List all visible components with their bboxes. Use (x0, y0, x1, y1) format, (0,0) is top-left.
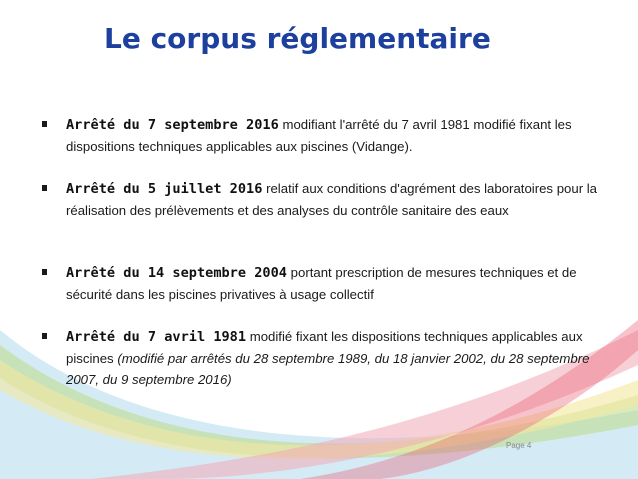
ribbon-pink (90, 330, 638, 479)
slide-title: Le corpus réglementaire (104, 22, 491, 55)
regulation-reference: Arrêté du 14 septembre 2004 (66, 265, 287, 281)
page-number: Page 4 (506, 441, 532, 450)
square-bullet-icon (42, 121, 47, 127)
regulation-reference: Arrêté du 7 septembre 2016 (66, 117, 279, 133)
regulation-item: Arrêté du 5 juillet 2016 relatif aux con… (40, 178, 626, 221)
ribbon-yellow (0, 360, 638, 459)
square-bullet-icon (42, 269, 47, 275)
regulation-description: relatif aux conditions d'agrément des la… (66, 181, 598, 218)
regulation-description: modifié fixant les dispositions techniqu… (66, 329, 583, 366)
regulation-item: Arrêté du 7 septembre 2016 modifiant l'a… (40, 114, 626, 157)
square-bullet-icon (42, 333, 47, 339)
regulation-item: Arrêté du 7 avril 1981 modifié fixant le… (40, 326, 626, 390)
square-bullet-icon (42, 185, 47, 191)
regulation-item: Arrêté du 14 septembre 2004 portant pres… (40, 262, 626, 305)
regulation-description: modifiant l'arrêté du 7 avril 1981 modif… (66, 117, 572, 154)
regulation-reference: Arrêté du 7 avril 1981 (66, 329, 247, 345)
regulation-amendment-note: (modifié par arrêtés du 28 septembre 198… (66, 351, 590, 387)
regulation-description: portant prescription de mesures techniqu… (66, 265, 577, 302)
regulation-reference: Arrêté du 5 juillet 2016 (66, 181, 263, 197)
ribbon-red (300, 320, 638, 479)
